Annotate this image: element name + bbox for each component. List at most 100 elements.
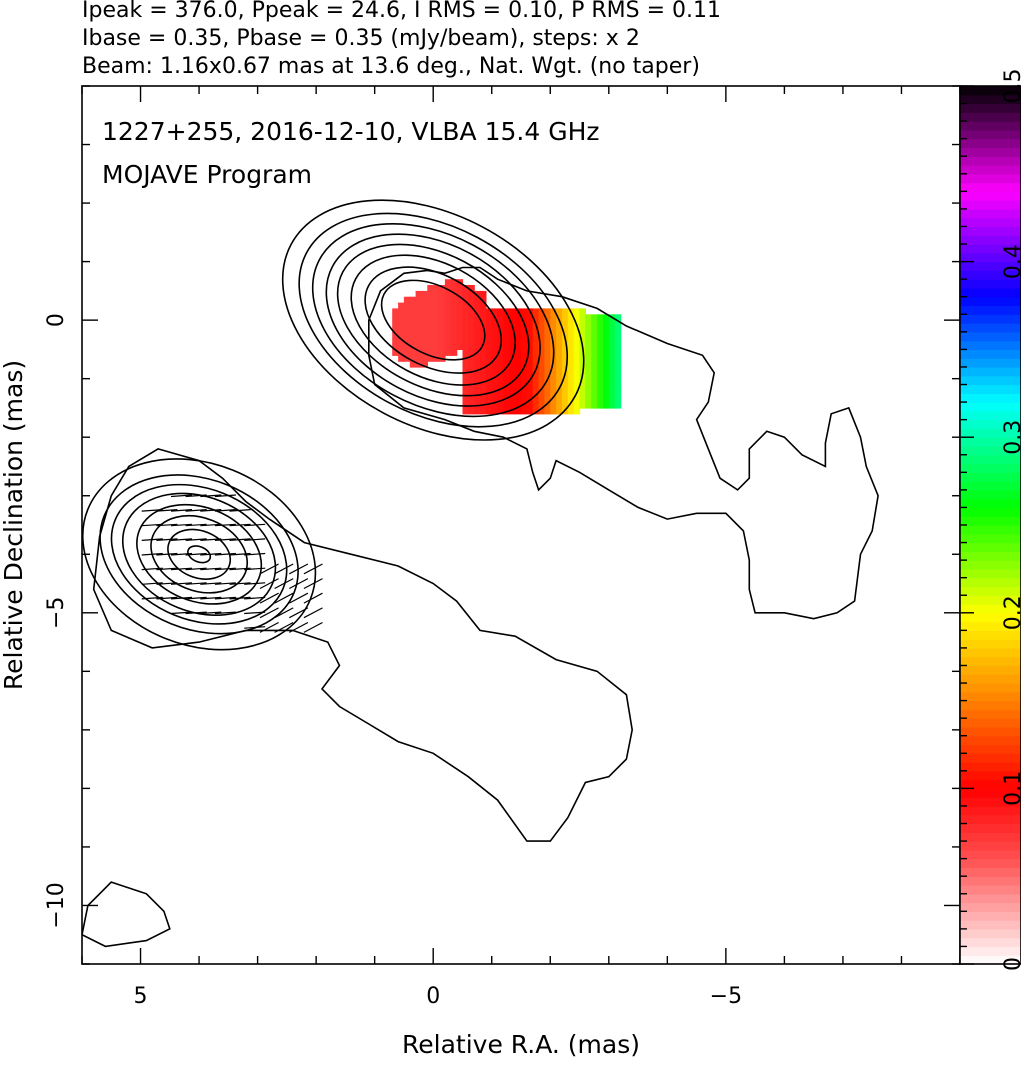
pol-pixel	[398, 314, 405, 321]
colorbar-segment	[960, 366, 1021, 377]
pol-pixel	[468, 349, 475, 356]
pol-vector	[214, 552, 236, 556]
colorbar-segment	[960, 726, 1021, 737]
pol-pixel	[403, 320, 411, 327]
pol-pixel	[456, 285, 464, 292]
colorbar-segment	[960, 358, 1021, 368]
pol-pixel	[556, 402, 563, 409]
pol-pixel	[532, 378, 540, 386]
pol-pixel	[415, 355, 423, 362]
pol-pixel	[585, 361, 592, 368]
pol-pixel	[550, 320, 557, 327]
contour-level	[311, 222, 555, 418]
pol-pixel	[573, 308, 581, 315]
pol-pixel	[462, 308, 469, 315]
pol-pixel	[497, 407, 505, 415]
pol-pixel	[444, 320, 452, 327]
pol-pixel	[409, 296, 417, 304]
colorbar-segment	[960, 384, 1021, 394]
pol-pixel	[468, 390, 475, 397]
pol-pixel	[480, 320, 487, 327]
pol-pixel	[602, 390, 610, 397]
pol-pixel	[521, 378, 528, 386]
pol-pixel	[409, 361, 417, 368]
pol-pixel	[597, 343, 604, 350]
pol-vector	[185, 596, 207, 600]
pol-pixel	[556, 308, 563, 315]
pol-pixel	[521, 331, 528, 339]
pol-pixel	[433, 326, 440, 333]
pol-pixel	[421, 290, 428, 298]
pol-pixel	[503, 402, 510, 409]
pol-pixel	[532, 407, 540, 415]
pol-pixel	[597, 402, 604, 409]
pol-pixel	[585, 314, 592, 321]
pol-pixel	[591, 396, 598, 403]
colorbar-segment	[960, 604, 1021, 614]
pol-pixel	[526, 384, 534, 391]
pol-pixel	[403, 337, 411, 345]
pol-pixel	[433, 343, 440, 350]
pol-vector	[274, 578, 294, 590]
pol-pixel	[503, 320, 510, 327]
pol-pixel	[503, 314, 510, 321]
pol-pixel	[398, 331, 405, 339]
colorbar-segment	[960, 287, 1021, 298]
pol-pixel	[532, 372, 540, 380]
pol-pixel	[392, 343, 399, 350]
pol-pixel	[480, 384, 487, 391]
colorbar-segment	[960, 305, 1021, 315]
pol-pixel	[614, 326, 622, 333]
pol-pixel	[521, 367, 528, 374]
pol-pixel	[398, 349, 405, 356]
pol-pixel	[526, 361, 534, 368]
pol-pixel	[567, 372, 575, 380]
pol-pixel	[521, 402, 528, 409]
pol-pixel	[468, 331, 475, 339]
pol-pixel	[573, 378, 581, 386]
pol-pixel	[556, 361, 563, 368]
pol-pixel	[485, 355, 493, 362]
pol-pixel	[515, 331, 522, 339]
pol-pixel	[450, 337, 458, 345]
colorbar-segment	[960, 375, 1021, 386]
pol-pixel	[462, 349, 469, 356]
pol-pixel	[427, 314, 434, 321]
pol-pixel	[567, 402, 575, 409]
pol-pixel	[485, 396, 493, 403]
colorbar-segment	[960, 86, 1021, 96]
pol-pixel	[544, 331, 551, 339]
pol-pixel	[433, 308, 440, 315]
pol-pixel	[562, 349, 569, 356]
pol-pixel	[415, 349, 423, 356]
pol-pixel	[450, 349, 458, 356]
pol-pixel	[497, 326, 505, 333]
pol-vector	[141, 538, 163, 541]
colorbar-segment	[960, 235, 1021, 245]
pol-pixel	[515, 407, 522, 415]
colorbar-segment	[960, 568, 1021, 579]
pol-pixel	[474, 378, 481, 386]
pol-pixel	[462, 361, 469, 368]
pol-pixel	[480, 343, 487, 350]
pol-pixel	[544, 355, 551, 362]
pol-vector	[185, 538, 207, 541]
pol-pixel	[550, 390, 557, 397]
colorbar-segment	[960, 472, 1021, 482]
pol-pixel	[433, 290, 440, 298]
colorbar-tick-label: 0.3	[1001, 420, 1021, 455]
pol-pixel	[608, 384, 616, 391]
pol-pixel	[462, 384, 469, 391]
pol-pixel	[515, 396, 522, 403]
pol-pixel	[509, 407, 516, 415]
pol-pixel	[480, 302, 487, 310]
pol-pixel	[509, 361, 516, 368]
pol-pixel	[462, 331, 469, 339]
pol-pixel	[591, 355, 598, 362]
pol-pixel	[614, 361, 622, 368]
pol-pixel	[614, 314, 622, 321]
pol-pixel	[439, 343, 446, 350]
x-tick-label: 5	[134, 984, 148, 1009]
colorbar-segment	[960, 560, 1021, 570]
